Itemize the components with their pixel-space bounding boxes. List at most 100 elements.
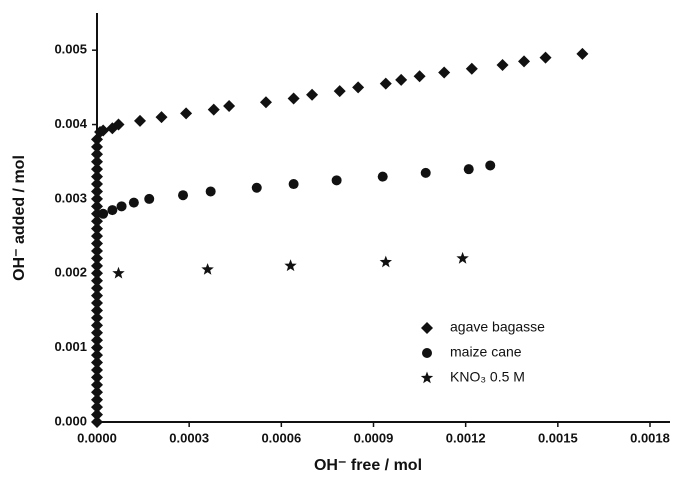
x-tick-label: 0.0000 <box>77 430 117 445</box>
data-point <box>91 230 103 243</box>
y-tick-label: 0.004 <box>54 116 87 131</box>
data-point <box>251 182 262 193</box>
legend-label: maize cane <box>450 344 522 360</box>
data-point <box>288 179 299 190</box>
data-point <box>576 47 589 60</box>
data-point <box>112 266 125 279</box>
data-point <box>91 178 103 191</box>
data-point <box>91 192 103 205</box>
x-tick-label: 0.0018 <box>630 430 670 445</box>
data-point <box>91 326 103 339</box>
data-point <box>259 96 272 109</box>
data-point <box>91 222 103 235</box>
data-point <box>395 73 408 86</box>
data-point <box>91 252 103 265</box>
data-point <box>91 393 103 406</box>
data-point <box>91 163 103 176</box>
legend-marker <box>420 371 434 384</box>
data-point <box>97 124 110 137</box>
data-point <box>134 114 147 127</box>
data-point <box>91 386 103 399</box>
data-point <box>106 122 119 135</box>
data-point <box>91 341 103 354</box>
data-point <box>144 193 155 204</box>
data-point <box>306 88 319 101</box>
data-point <box>463 164 474 175</box>
x-tick-label: 0.0012 <box>446 430 486 445</box>
y-tick-label: 0.000 <box>54 413 87 428</box>
data-point <box>91 289 103 302</box>
x-tick-label: 0.0006 <box>261 430 301 445</box>
data-point <box>413 70 426 83</box>
data-point <box>485 160 496 171</box>
data-point <box>178 190 189 201</box>
data-point <box>465 62 478 75</box>
y-tick-label: 0.001 <box>54 339 87 354</box>
data-point <box>518 55 531 68</box>
x-tick-label: 0.0003 <box>169 430 209 445</box>
data-point <box>91 170 103 183</box>
data-point <box>205 186 216 197</box>
data-point <box>112 118 125 131</box>
data-point <box>91 297 103 310</box>
data-point <box>91 215 103 228</box>
data-point <box>91 237 103 250</box>
data-point <box>333 85 346 98</box>
data-point <box>539 51 552 64</box>
data-point <box>155 111 168 124</box>
data-point <box>91 371 103 384</box>
data-point <box>91 274 103 287</box>
legend-label: agave bagasse <box>450 319 545 335</box>
data-point <box>180 107 193 120</box>
data-point <box>91 185 103 198</box>
data-point <box>107 205 118 216</box>
data-point <box>91 401 103 414</box>
data-point <box>287 92 300 105</box>
data-point <box>91 363 103 376</box>
y-tick-label: 0.002 <box>54 265 87 280</box>
data-point <box>91 282 103 295</box>
data-point <box>223 99 236 112</box>
data-point <box>379 77 392 90</box>
data-point <box>91 416 103 428</box>
data-point <box>331 175 342 186</box>
data-point <box>456 251 469 264</box>
data-point <box>91 200 103 213</box>
data-point <box>91 140 103 153</box>
data-point <box>116 201 127 212</box>
data-point <box>91 319 103 332</box>
legend-marker <box>422 348 432 358</box>
data-point <box>91 148 103 161</box>
data-point <box>128 197 139 208</box>
data-point <box>91 155 103 168</box>
data-point <box>91 244 103 257</box>
data-point <box>91 356 103 369</box>
data-point <box>284 259 297 272</box>
legend-label: KNO₃ 0.5 M <box>450 369 525 385</box>
data-point <box>91 304 103 317</box>
y-tick-label: 0.005 <box>54 42 87 57</box>
data-point <box>91 349 103 362</box>
x-axis-title: OH⁻ free / mol <box>314 457 422 474</box>
x-tick-label: 0.0009 <box>354 430 394 445</box>
data-point <box>91 267 103 280</box>
data-point <box>377 171 388 182</box>
data-point <box>91 311 103 324</box>
data-point <box>496 59 509 72</box>
data-point <box>352 81 365 94</box>
data-point <box>91 334 103 347</box>
data-point <box>91 408 103 421</box>
data-point <box>91 259 103 272</box>
data-point <box>379 255 392 268</box>
data-point <box>201 263 214 275</box>
data-point <box>98 208 109 219</box>
x-tick-label: 0.0015 <box>538 430 578 445</box>
data-point <box>420 167 431 178</box>
y-tick-label: 0.003 <box>54 190 87 205</box>
data-point <box>438 66 451 79</box>
y-axis-title: OH⁻ added / mol <box>11 155 28 281</box>
legend-marker <box>421 322 433 334</box>
data-point <box>207 103 220 116</box>
data-point <box>91 378 103 391</box>
